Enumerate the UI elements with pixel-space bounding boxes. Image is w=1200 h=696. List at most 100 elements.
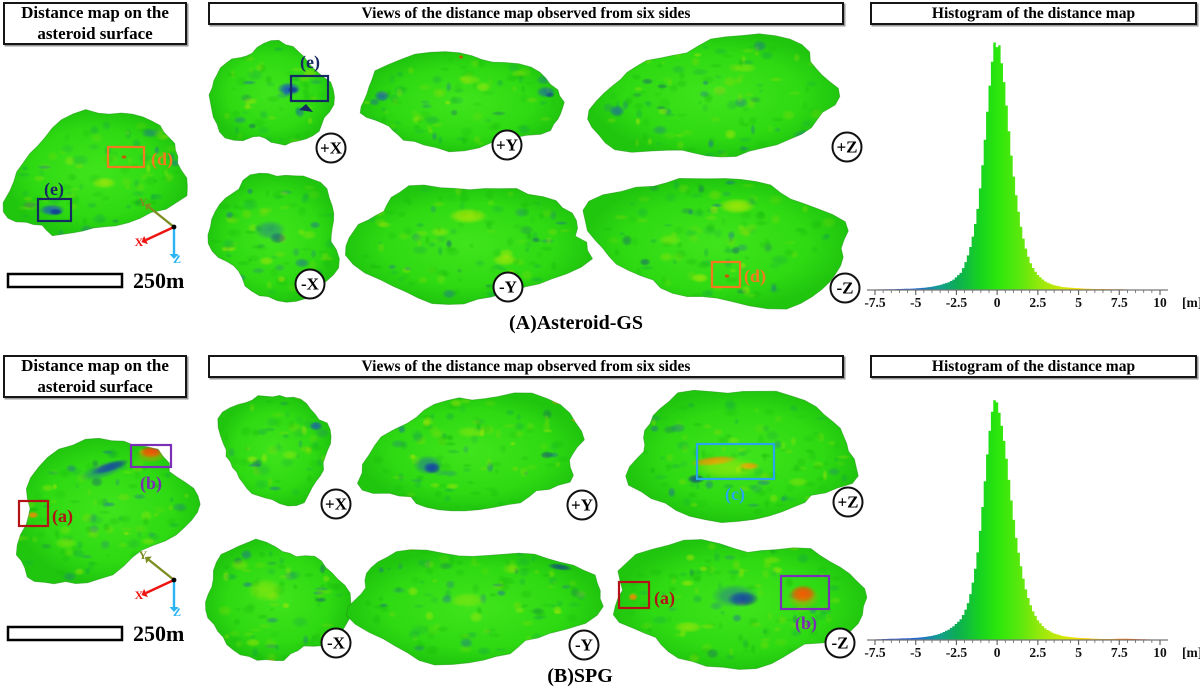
panel-a-left-header: Distance map on the asteroid surface [3, 2, 187, 45]
surface-texture-speckle [647, 414, 662, 422]
surface-texture-speckle [62, 571, 77, 582]
surface-texture-speckle [360, 253, 370, 259]
surface-texture-speckle [276, 275, 287, 283]
surface-texture-speckle [223, 111, 231, 120]
surface-texture-speckle [736, 72, 745, 84]
surface-texture-speckle [709, 116, 722, 123]
surface-texture-speckle [692, 594, 703, 604]
surface-feature-yellow [450, 592, 486, 608]
surface-texture-speckle [630, 447, 643, 457]
surface-texture-speckle [453, 504, 461, 510]
surface-texture-speckle [678, 70, 686, 81]
axis-y [148, 206, 175, 228]
surface-texture-speckle [747, 44, 754, 49]
surface-texture-speckle [827, 584, 841, 592]
axis-y [148, 559, 175, 581]
view-label-circle [294, 268, 326, 300]
surface-texture-speckle [666, 571, 680, 582]
surface-texture-speckle [152, 505, 167, 515]
surface-texture-speckle [230, 69, 236, 79]
surface-texture-speckle [498, 443, 508, 455]
surface-texture-speckle [470, 418, 483, 426]
surface-texture-speckle [677, 478, 688, 486]
view-label-A-plusY: +Y [491, 129, 523, 161]
surface-texture-speckle [731, 559, 742, 571]
surface-texture-speckle [688, 652, 701, 664]
surface-texture-speckle [285, 409, 291, 420]
surface-texture-speckle [724, 276, 740, 284]
surface-texture-speckle [133, 178, 141, 189]
view-label-A-minusX: -X [294, 268, 326, 300]
surface-texture-speckle [391, 586, 407, 594]
surface-texture-speckle [835, 461, 847, 467]
surface-texture-speckle [750, 123, 756, 136]
surface-texture-speckle [512, 600, 523, 611]
axis-tick-label: -5 [910, 295, 921, 310]
surface-texture-speckle [518, 466, 530, 478]
surface-feature-teal [241, 199, 259, 211]
surface-texture-speckle [282, 653, 289, 661]
surface-texture-speckle [684, 257, 699, 266]
surface-texture-speckle [773, 414, 784, 423]
surface-texture-speckle [57, 468, 72, 479]
surface-texture-speckle [521, 80, 536, 86]
surface-texture-speckle [267, 476, 274, 488]
axis-label-x: X [135, 588, 144, 602]
surface-texture-speckle [265, 617, 280, 624]
surface-texture-speckle [362, 100, 371, 105]
surface-texture-speckle [539, 100, 548, 106]
surface-texture-speckle [316, 456, 324, 468]
surface-texture-speckle [510, 69, 527, 78]
surface-texture-speckle [485, 124, 500, 132]
surface-texture-speckle [58, 525, 73, 535]
surface-texture-speckle [766, 486, 774, 494]
surface-texture-speckle [371, 454, 385, 465]
surface-texture-speckle [628, 587, 638, 593]
surface-texture-speckle [796, 552, 810, 564]
surface-texture-speckle [431, 201, 446, 208]
surface-texture-speckle [40, 543, 53, 550]
annotation-box [129, 443, 173, 469]
surface-feature-orange [135, 447, 167, 463]
surface-texture-speckle [731, 613, 743, 623]
view-label-A-minusY: -Y [492, 271, 524, 303]
surface-texture-speckle [556, 635, 562, 641]
surface-texture-speckle [806, 62, 814, 67]
surface-texture-speckle [773, 127, 782, 133]
surface-texture-speckle [409, 575, 421, 585]
panel-b-left-header: Distance map on the asteroid surface [3, 355, 187, 398]
surface-texture-speckle [515, 125, 528, 130]
surface-texture-speckle [759, 50, 775, 61]
surface-texture-speckle [752, 40, 768, 52]
surface-texture-speckle [724, 180, 732, 186]
surface-feature-teal [85, 514, 105, 526]
surface-texture-speckle [273, 263, 286, 272]
surface-texture-speckle [633, 86, 644, 92]
surface-feature-yellow [430, 227, 450, 237]
surface-texture-speckle [648, 184, 661, 192]
view-label-text: +X [320, 139, 343, 158]
asteroid-view-B-minusZ [612, 539, 868, 670]
surface-texture-speckle [406, 280, 417, 287]
surface-texture-speckle [773, 637, 789, 647]
surface-texture-speckle [743, 639, 751, 650]
surface-texture-speckle [429, 204, 437, 214]
surface-texture-speckle [513, 421, 526, 431]
surface-texture-speckle [116, 492, 132, 502]
surface-feature-yellow [281, 450, 299, 460]
surface-texture-speckle [449, 96, 465, 105]
surface-texture-speckle [738, 490, 745, 500]
surface-texture-speckle [753, 50, 760, 57]
surface-feature-red [724, 273, 730, 279]
surface-texture-speckle [281, 433, 290, 440]
surface-texture-speckle [316, 597, 322, 609]
surface-texture-speckle [681, 434, 689, 441]
surface-feature-orange [27, 511, 39, 519]
surface-texture-speckle [227, 630, 242, 637]
surface-texture-speckle [533, 569, 540, 575]
axis-arrowhead [145, 203, 152, 211]
view-label-A-plusZ: +Z [831, 131, 863, 163]
axis-tick-label: 0 [994, 645, 1001, 660]
surface-texture-speckle [814, 416, 829, 421]
axis-tick-label: 10 [1153, 295, 1167, 310]
